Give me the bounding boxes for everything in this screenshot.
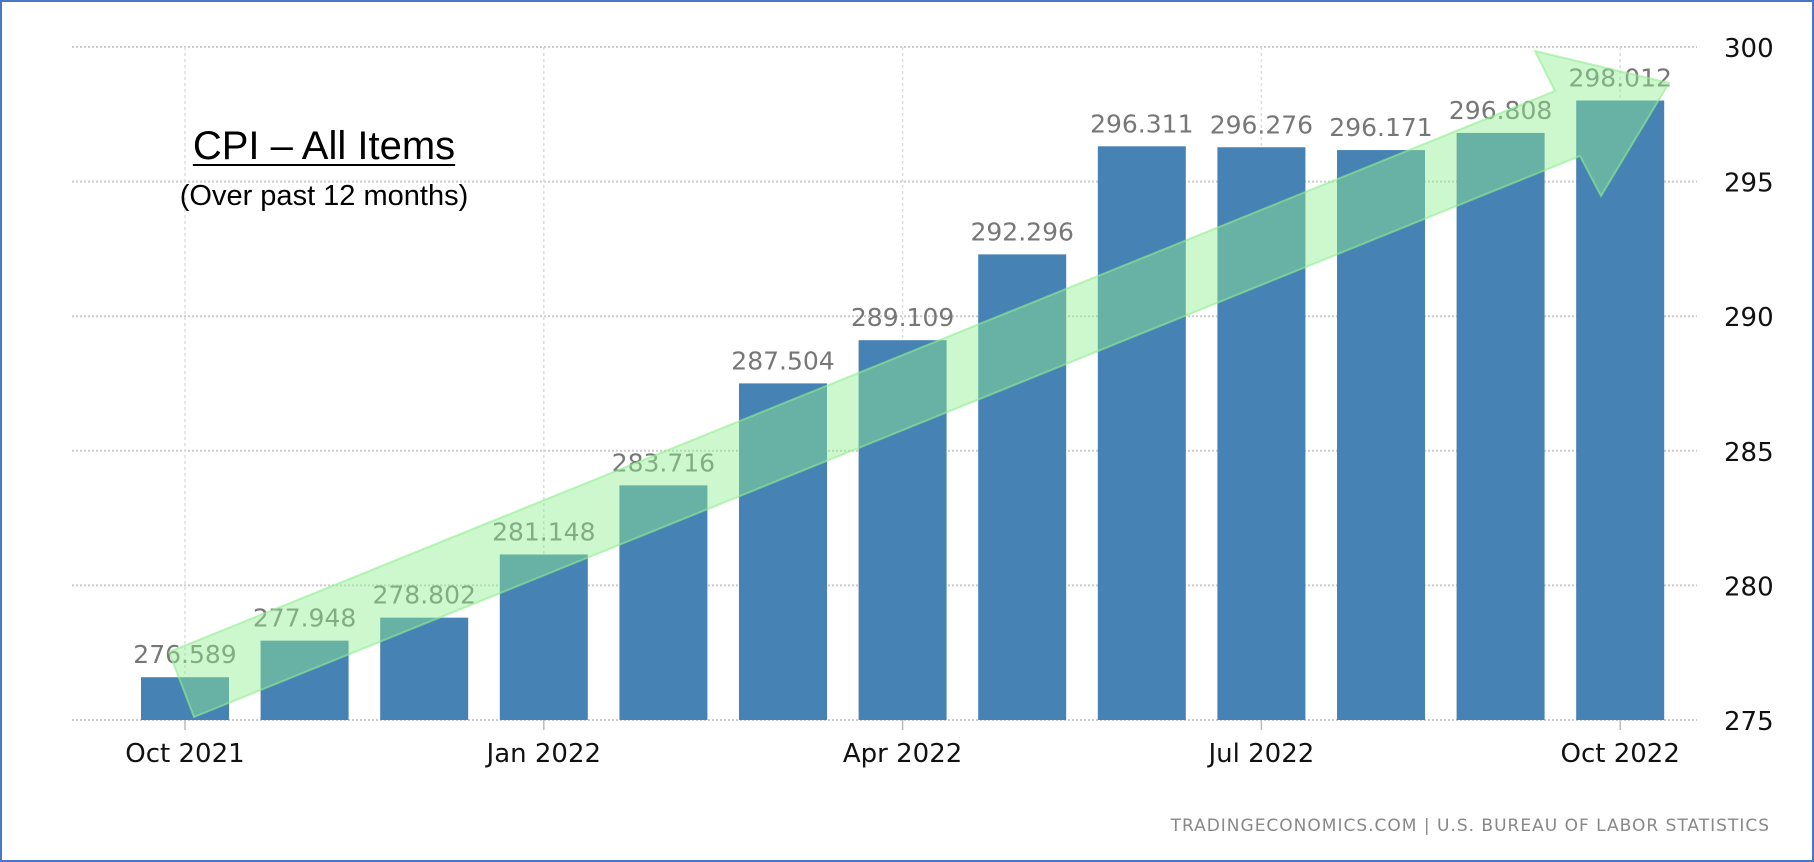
- data-label: 277.948: [253, 604, 356, 633]
- data-label: 298.012: [1569, 64, 1672, 93]
- bar-feb-2022: [619, 485, 708, 720]
- bar-jul-2022: [1217, 147, 1306, 721]
- y-tick-label: 300: [1724, 34, 1774, 64]
- bar-apr-2022: [858, 340, 947, 720]
- x-tick-label: Jul 2022: [1206, 739, 1314, 769]
- data-label: 287.504: [731, 346, 834, 375]
- bar-aug-2022: [1337, 150, 1425, 721]
- x-tick-label: Oct 2021: [125, 739, 244, 769]
- data-label: 289.109: [851, 303, 954, 332]
- x-tick-label: Apr 2022: [843, 739, 962, 769]
- data-label: 283.716: [612, 448, 715, 477]
- chart-subtitle: (Over past 12 months): [179, 180, 469, 212]
- bar-may-2022: [978, 254, 1067, 721]
- y-tick-label: 280: [1724, 572, 1774, 602]
- bar-jun-2022: [1097, 146, 1186, 721]
- source-footer: TRADINGECONOMICS.COM | U.S. BUREAU OF LA…: [1170, 816, 1770, 836]
- x-tick-label: Oct 2022: [1561, 739, 1680, 769]
- data-label: 296.276: [1210, 110, 1313, 139]
- data-label: 292.296: [971, 217, 1074, 246]
- y-tick-label: 295: [1724, 169, 1774, 199]
- bar-oct-2021: [141, 677, 229, 720]
- data-label: 296.171: [1329, 113, 1432, 142]
- bar-sep-2022: [1456, 132, 1545, 720]
- bar-nov-2021: [260, 640, 349, 720]
- data-label: 281.148: [492, 517, 595, 546]
- y-tick-label: 285: [1724, 438, 1774, 468]
- chart-title: CPI – All Items: [192, 124, 456, 168]
- trend-arrow-icon: [167, 49, 1671, 719]
- y-tick-label: 290: [1724, 303, 1774, 333]
- y-tick-label: 275: [1724, 707, 1774, 737]
- x-tick-label: Jan 2022: [485, 739, 602, 769]
- bar-oct-2022: [1576, 100, 1665, 720]
- data-label: 296.311: [1090, 109, 1193, 138]
- bar-jan-2022: [499, 554, 588, 720]
- bar-mar-2022: [739, 383, 827, 720]
- data-label: 278.802: [373, 581, 476, 610]
- data-label: 296.808: [1449, 96, 1552, 125]
